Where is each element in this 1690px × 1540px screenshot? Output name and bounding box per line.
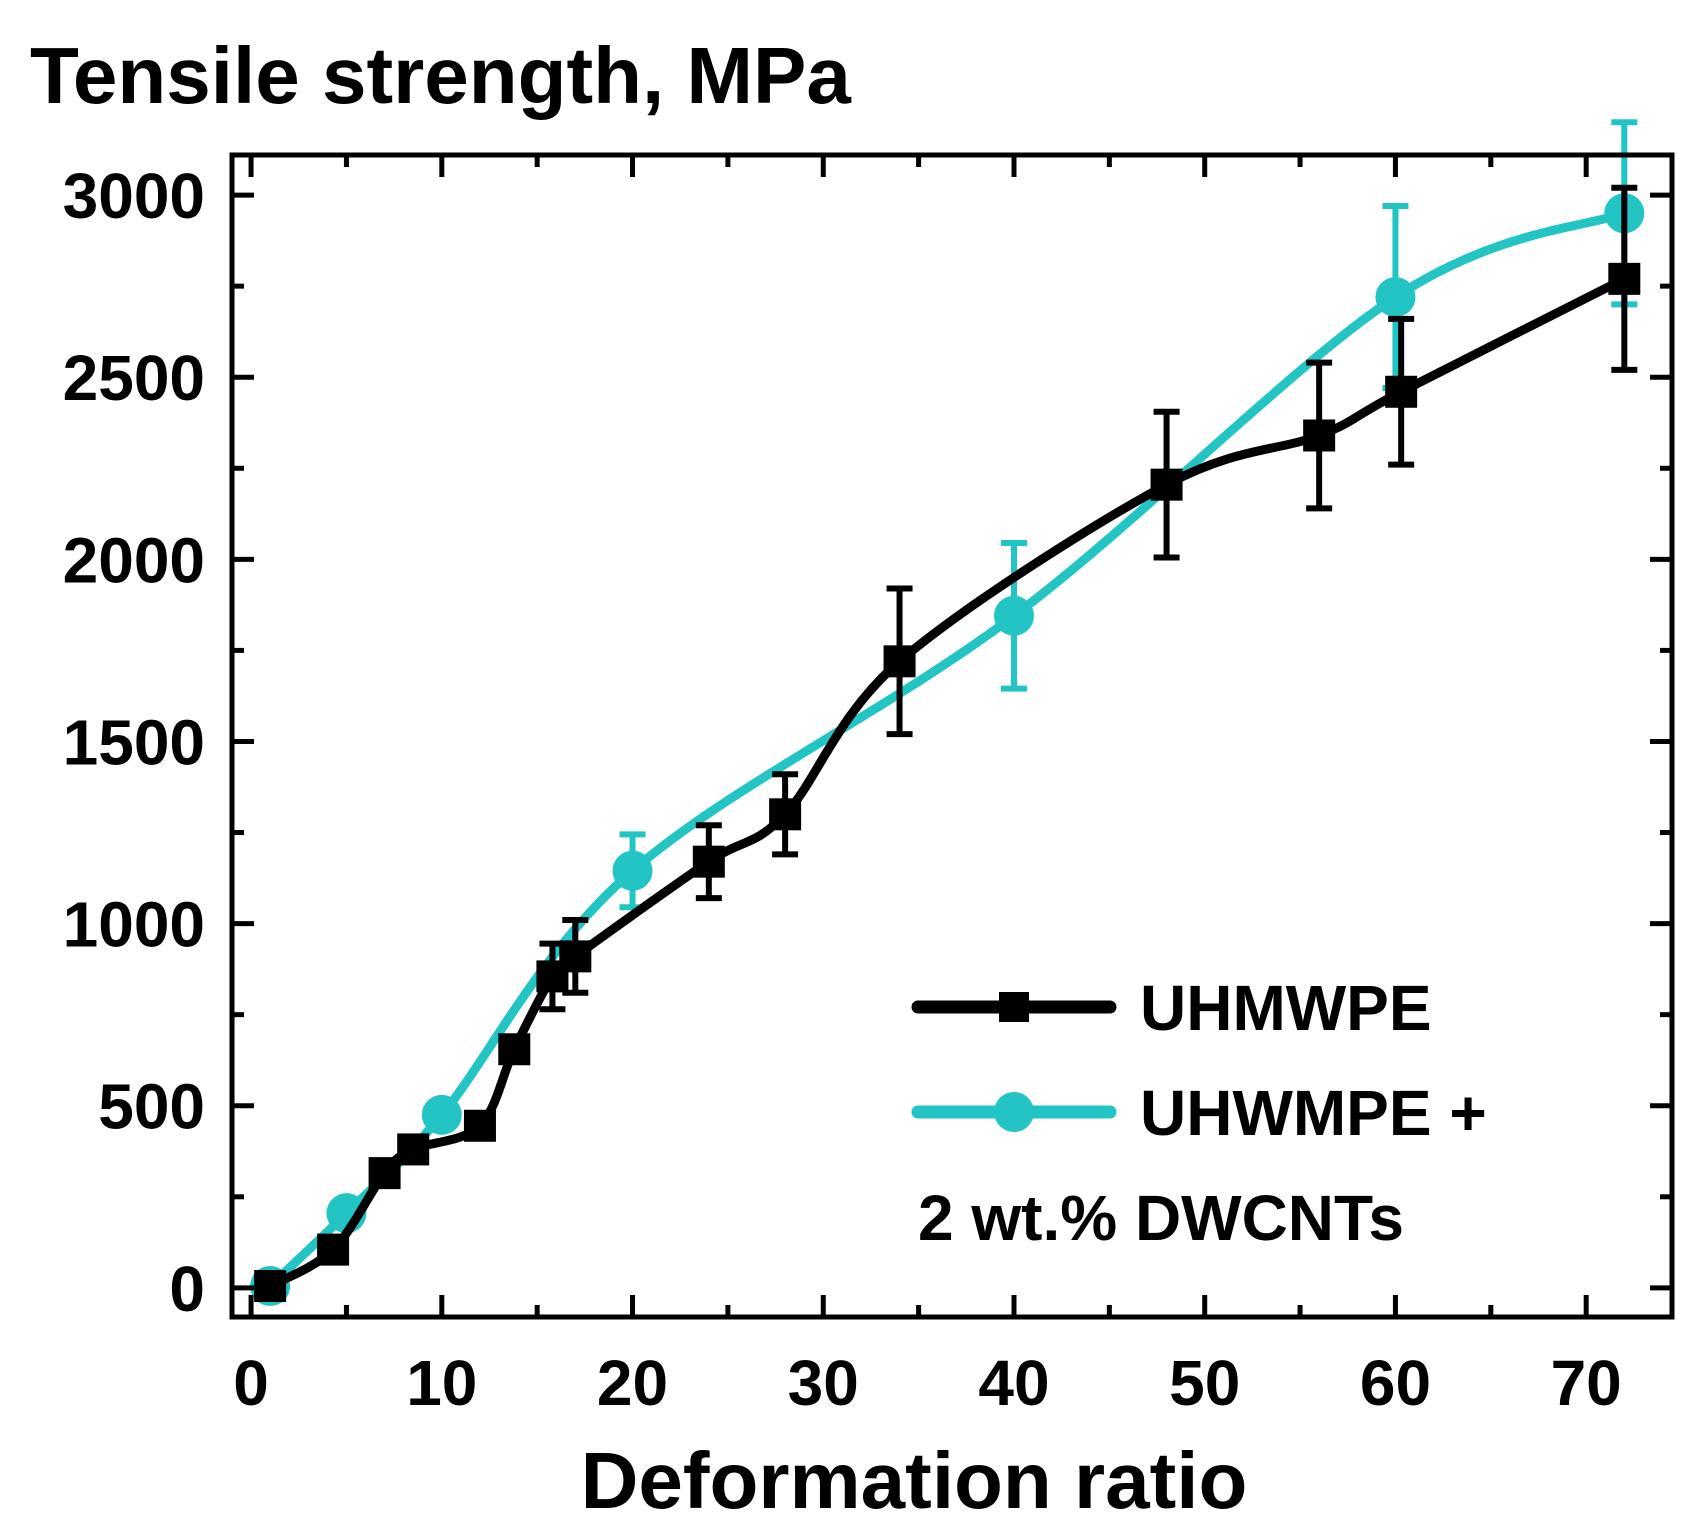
x-tick-label: 70 [1551,1347,1622,1419]
y-tick-label: 1500 [63,706,205,778]
legend-label-composite-2: 2 wt.% DWCNTs [918,1182,1404,1254]
x-tick-label: 50 [1169,1347,1240,1419]
legend-marker-circle [994,1092,1034,1132]
x-tick-label: 30 [788,1347,859,1419]
y-tick-label: 2000 [63,524,205,596]
legend: UHMWPE UHWMPE + 2 wt.% DWCNTs [911,972,1487,1254]
data-point-square [368,1157,401,1190]
data-point-circle [421,1094,462,1135]
data-point-square [463,1109,496,1142]
legend-label-composite: UHWMPE + [1140,1077,1487,1149]
data-point-square [883,645,916,678]
x-tick-label: 20 [597,1347,668,1419]
chart-title: Tensile strength, MPa [30,31,851,120]
data-point-square [397,1133,430,1166]
legend-label-uhmwpe: UHMWPE [1140,972,1432,1044]
x-tick-label: 60 [1360,1347,1431,1419]
data-point-circle [612,850,653,891]
data-point-square [317,1233,350,1266]
y-tick-label: 1000 [63,889,205,961]
legend-marker-square [999,992,1029,1022]
x-tick-label: 0 [233,1347,269,1419]
y-tick-label: 0 [169,1253,205,1325]
data-point-square [254,1270,287,1303]
data-point-square [1608,262,1641,295]
data-point-square [1385,375,1418,408]
data-point-circle [1375,277,1416,318]
x-tick-label: 40 [978,1347,1049,1419]
x-axis-label: Deformation ratio [581,1436,1248,1525]
data-point-square [1303,419,1336,452]
data-point-square [498,1033,531,1066]
plot-frame [229,152,1675,1320]
y-tick-label: 500 [98,1071,205,1143]
y-tick-label: 2500 [63,342,205,414]
data-point-square [559,940,592,973]
data-point-circle [993,595,1034,636]
y-tick-label: 3000 [63,160,205,232]
x-tick-label: 10 [406,1347,477,1419]
data-point-square [1150,468,1183,501]
data-point-square [692,845,725,878]
series-uhmwpe [254,184,1641,1303]
data-point-square [769,798,802,831]
